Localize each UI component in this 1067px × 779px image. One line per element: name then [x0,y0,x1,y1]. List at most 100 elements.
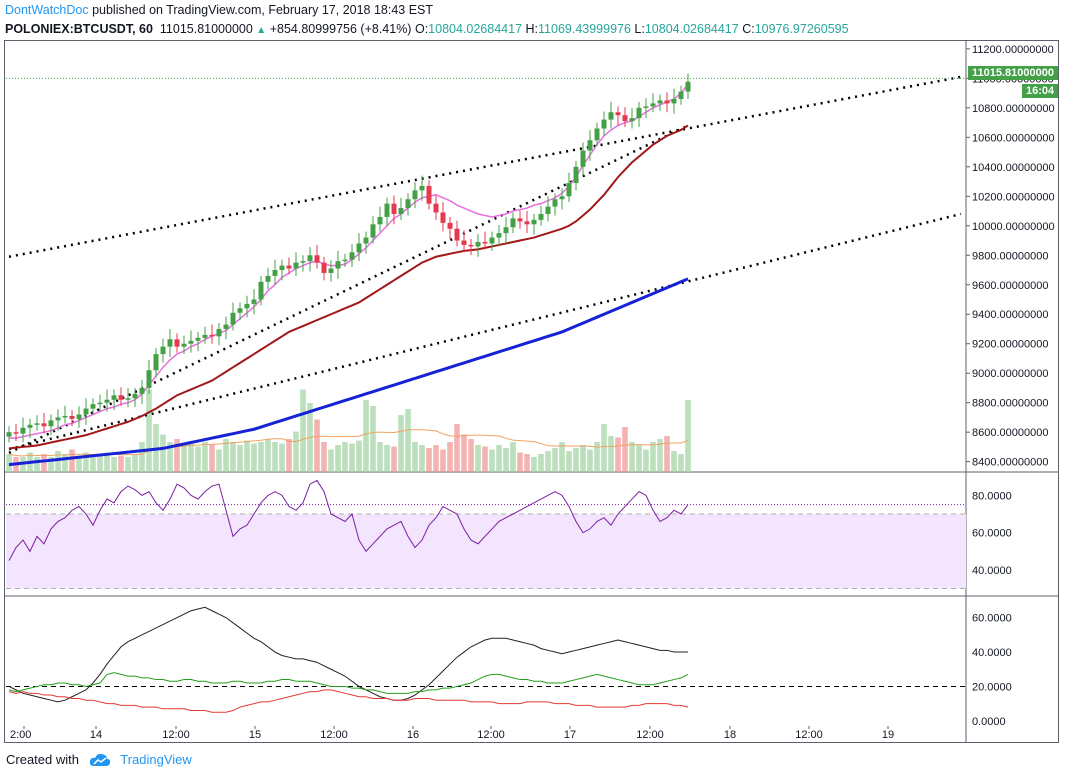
dmi-tick-label: 20.0000 [972,681,1012,693]
di-minus-line [8,689,689,713]
chart-frame[interactable] [4,40,1059,743]
volume-bar [671,451,677,472]
candle-body [174,339,180,347]
volume-bar [391,446,397,472]
author-link[interactable]: DontWatchDoc [5,3,89,17]
candle-body [153,354,159,371]
volume-bar [440,449,446,472]
price-tick-label: 10600.00000000 [972,132,1055,144]
candle-body [90,404,96,409]
candle-body [433,203,439,213]
candle-body [272,270,278,276]
time-tick-label: 12:00 [795,729,823,741]
price-tick-label: 11200.00000000 [972,44,1054,56]
volume-bar [125,457,131,472]
candle-body [482,241,488,244]
tradingview-link[interactable]: TradingView [120,752,192,767]
sma-fast-line [9,83,689,439]
price-tick-label: 9600.00000000 [972,280,1048,292]
candle-body [489,237,495,244]
volume-bar [566,451,572,472]
price-change: +854.80999756 (+8.41%) [269,22,412,36]
volume-bar [587,449,593,472]
countdown-tag: 16:04 [1022,84,1059,98]
publish-info: published on TradingView.com, February 1… [92,3,434,17]
candle-body [258,281,264,300]
candle-body [20,427,26,434]
dmi-tick-label: 0.0000 [972,716,1006,728]
volume-bar [503,448,509,472]
ohlc-legend: POLONIEX:BTCUSDT, 60 11015.81000000 ▲ +8… [5,22,849,36]
volume-bar [384,445,390,472]
volume-bar [650,442,656,472]
price-tick-label: 8800.00000000 [972,398,1048,410]
tradingview-cloud-icon [89,753,110,766]
candle-body [615,112,621,116]
candle-body [27,424,33,428]
candle-body [286,265,292,269]
volume-bar [370,406,376,472]
candle-body [475,241,481,247]
candle-body [447,222,453,229]
time-tick-label: 12:00 [477,729,505,741]
volume-bar [293,431,299,472]
volume-bar [545,451,551,472]
rsi-line [8,479,689,561]
volume-bar [202,442,208,472]
volume-bar [160,434,166,472]
price-tick-label: 8400.00000000 [972,457,1048,469]
volume-bar [195,446,201,472]
current-price-tag: 11015.81000000 [968,66,1058,80]
candle-body [517,218,523,222]
upper-channel-line [8,75,962,258]
candle-body [76,414,82,419]
di-plus-line [8,672,689,694]
candle-body [265,275,271,282]
open-value: 10804.02684417 [428,22,523,36]
footer: Created with TradingView [6,752,192,767]
volume-bar [321,442,327,472]
candle-body [55,417,61,421]
up-arrow-icon: ▲ [256,25,267,36]
candle-body [426,185,432,204]
volume-bar [146,389,152,472]
volume-bar [244,440,250,472]
candle-body [468,244,474,247]
candle-body [237,308,243,313]
candle-body [643,106,649,108]
volume-bar [398,415,404,472]
candle-body [545,206,551,214]
volume-bar [188,442,194,472]
volume-bar [209,445,215,472]
volume-bar [468,439,474,472]
candle-body [216,328,222,337]
volume-bar [230,442,236,472]
candle-body [132,393,138,399]
volume-bar [615,437,621,472]
candle-body [83,408,89,415]
dmi-tick-label: 40.0000 [972,647,1012,659]
volume-bar [41,454,47,472]
candle-body [398,208,404,214]
candle-body [454,228,460,241]
symbol-label[interactable]: POLONIEX:BTCUSDT, 60 [5,22,153,36]
candle-body [671,98,677,104]
price-tick-label: 9400.00000000 [972,309,1048,321]
candle-body [223,324,229,329]
volume-bar [132,454,138,472]
volume-bar [454,424,460,472]
volume-bar [594,442,600,472]
volume-bar [643,449,649,472]
volume-bar [685,400,691,472]
candle-body [496,233,502,238]
candle-body [34,423,40,425]
candle-body [125,398,131,400]
candle-body [314,255,320,263]
candle-body [139,387,145,394]
rsi-tick-label: 60.0000 [972,528,1012,540]
candle-body [342,259,348,262]
volume-bar [300,389,306,472]
candle-body [97,402,103,405]
volume-bar [286,439,292,472]
